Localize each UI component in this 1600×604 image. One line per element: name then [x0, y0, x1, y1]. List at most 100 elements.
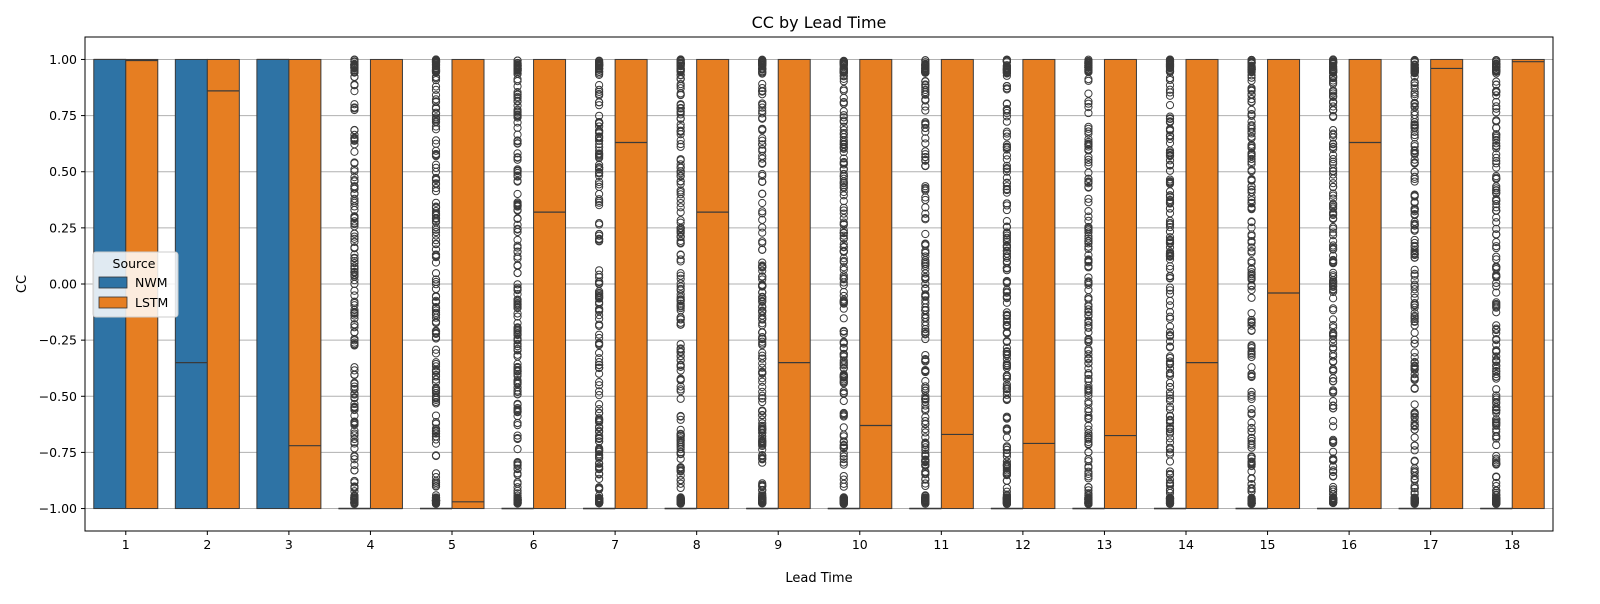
outlier-point	[1165, 264, 1175, 274]
outlier-point	[1247, 270, 1256, 279]
outlier-point	[595, 180, 604, 189]
outlier-point	[1165, 131, 1175, 140]
outlier-point	[1410, 293, 1419, 302]
box-lstm-lead-18	[1511, 58, 1545, 510]
box-lstm-lead-4	[369, 58, 403, 510]
outlier-point	[350, 212, 359, 221]
outlier-point	[513, 325, 522, 334]
y-tick-label: −0.75	[39, 445, 77, 460]
box-lstm-lead-12	[1022, 58, 1056, 510]
outlier-point	[1247, 105, 1256, 114]
outlier-point	[595, 474, 604, 483]
outlier-point	[350, 205, 359, 215]
outlier-point	[1410, 339, 1419, 348]
outlier-point	[676, 199, 685, 208]
outlier-point	[921, 150, 930, 159]
outlier-point	[1002, 390, 1011, 399]
outlier-point	[350, 455, 359, 464]
outlier-point	[758, 415, 767, 424]
outlier-point	[839, 182, 848, 192]
outlier-point	[1329, 498, 1338, 507]
outlier-point	[921, 443, 930, 452]
outlier-point	[1084, 146, 1093, 155]
outlier-point	[1084, 99, 1093, 108]
outlier-point	[1084, 359, 1093, 368]
box-lstm-lead-7	[614, 58, 648, 510]
outlier-point	[513, 483, 522, 492]
outlier-point	[1492, 91, 1501, 100]
legend-swatch-nwm	[98, 276, 128, 289]
outlier-point	[921, 350, 930, 360]
outlier-point	[1410, 139, 1419, 149]
outlier-point	[595, 277, 604, 286]
outlier-point	[758, 275, 767, 284]
outlier-point	[513, 89, 522, 99]
outlier-point	[758, 58, 767, 67]
outlier-point	[431, 108, 441, 117]
outlier-point	[1329, 485, 1338, 494]
outlier-point	[1084, 437, 1093, 447]
outlier-point	[595, 98, 604, 107]
outlier-point	[839, 423, 848, 432]
outlier-point	[921, 252, 930, 261]
outlier-point	[350, 286, 359, 295]
outlier-point	[513, 383, 522, 392]
outlier-point	[513, 118, 522, 127]
outlier-point	[1165, 273, 1175, 283]
outlier-point	[595, 85, 604, 94]
outlier-point	[839, 449, 848, 458]
outlier-point	[676, 238, 685, 247]
outlier-point	[1084, 374, 1093, 384]
outlier-point	[1002, 343, 1011, 352]
outlier-point	[1410, 476, 1419, 485]
outlier-point	[595, 358, 604, 367]
outlier-point	[431, 216, 441, 226]
outlier-point	[595, 305, 604, 314]
outlier-point	[1492, 199, 1501, 209]
legend-swatch-lstm	[98, 296, 128, 309]
outlier-point	[921, 393, 930, 403]
outlier-point	[595, 163, 604, 172]
outlier-point	[1410, 311, 1419, 321]
outlier-point	[1084, 328, 1093, 337]
outlier-point	[1084, 486, 1093, 495]
outlier-point	[513, 299, 522, 308]
outlier-point	[1410, 328, 1419, 337]
outlier-point	[513, 139, 522, 148]
outlier-point	[350, 297, 359, 306]
outlier-point	[921, 229, 930, 239]
outlier-point	[431, 478, 441, 487]
outlier-point	[431, 62, 441, 71]
outlier-point	[676, 255, 685, 264]
outlier-point	[513, 189, 522, 199]
outlier-point	[1084, 198, 1093, 207]
outlier-point	[1329, 331, 1338, 341]
outlier-point	[1329, 245, 1338, 254]
outlier-point	[513, 225, 522, 234]
outlier-point	[758, 434, 767, 443]
outlier-point	[1329, 97, 1338, 106]
outlier-point	[921, 88, 930, 97]
outlier-point	[350, 308, 359, 317]
outlier-point	[1492, 298, 1501, 307]
outlier-point	[758, 337, 767, 346]
outlier-point	[1084, 67, 1093, 76]
outlier-point	[1002, 278, 1011, 288]
outlier-point	[676, 271, 685, 280]
outlier-point	[758, 445, 767, 454]
outlier-point	[1165, 307, 1175, 317]
outlier-point	[1002, 287, 1011, 296]
outlier-point	[1165, 187, 1175, 196]
outlier-point	[1329, 352, 1338, 361]
outlier-point	[595, 220, 604, 229]
outlier-point	[513, 342, 522, 351]
outlier-point	[1165, 467, 1175, 476]
outlier-point	[1329, 55, 1338, 64]
outlier-point	[839, 257, 848, 267]
outlier-point	[676, 59, 685, 68]
outlier-point	[1247, 148, 1256, 158]
outlier-point	[1410, 150, 1419, 159]
outlier-point	[839, 60, 848, 70]
outlier-point	[1410, 353, 1419, 362]
outlier-point	[839, 86, 848, 95]
